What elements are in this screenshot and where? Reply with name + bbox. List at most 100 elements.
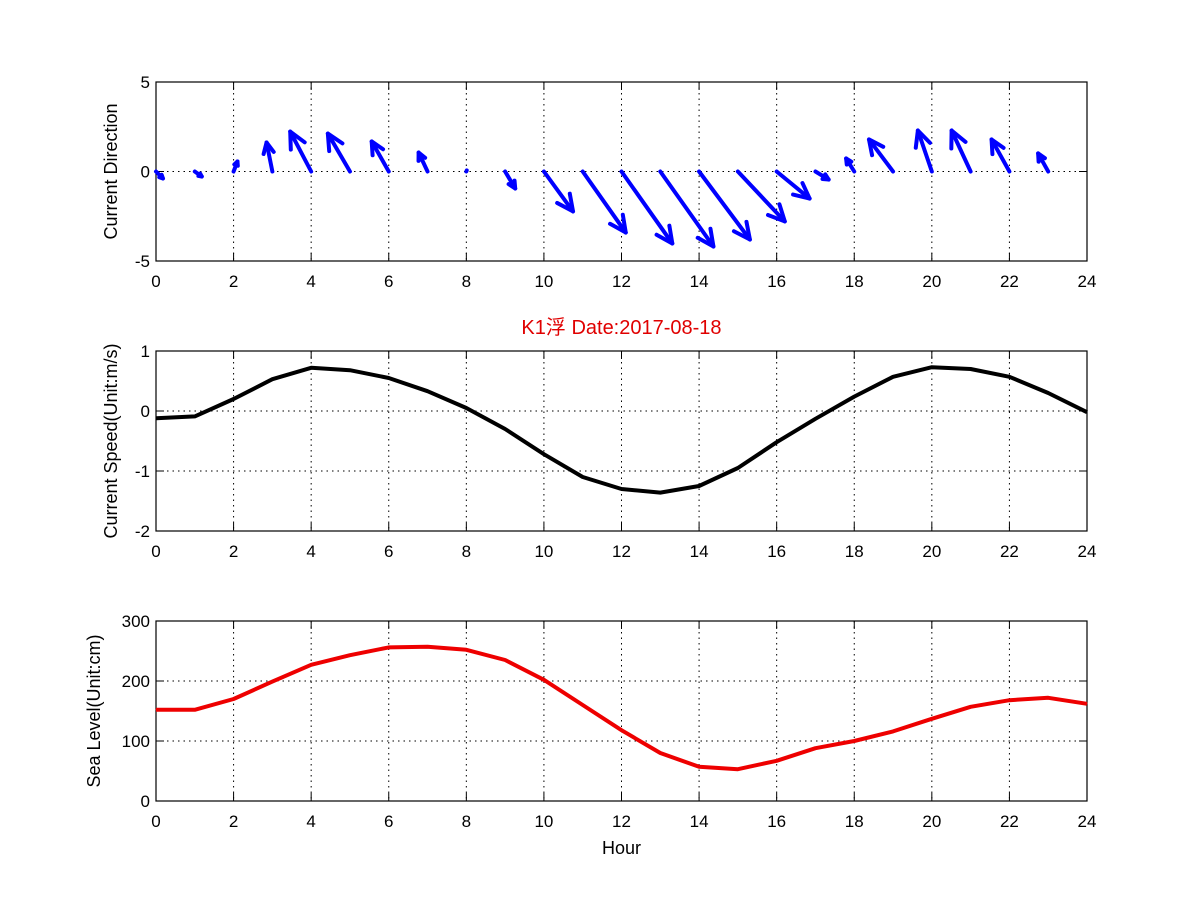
x-tick-label: 4	[306, 542, 315, 561]
x-tick-label: 8	[462, 812, 471, 831]
y-tick-label: -2	[135, 522, 150, 541]
x-tick-label: 6	[384, 542, 393, 561]
arrow-shaft	[288, 129, 314, 174]
data-point	[814, 747, 816, 749]
data-point	[776, 441, 778, 443]
y-tick-label: 0	[141, 792, 150, 811]
arrow-shaft	[541, 169, 576, 214]
data-point	[853, 740, 855, 742]
y-tick-label: -5	[135, 252, 150, 271]
x-tick-label: 16	[767, 542, 786, 561]
y-tick-label: 100	[122, 732, 150, 751]
data-point	[233, 698, 235, 700]
x-tick-label: 10	[534, 272, 553, 291]
arrow-head	[325, 131, 345, 154]
quiver-arrow	[231, 159, 240, 174]
quiver-arrow	[580, 169, 628, 235]
x-tick-label: 22	[1000, 812, 1019, 831]
arrow-head	[288, 129, 307, 152]
y-axis-label: Sea Level(Unit:cm)	[84, 634, 104, 787]
arrow-shaft	[697, 169, 752, 242]
arrow-head	[261, 140, 276, 156]
arrow-head	[416, 150, 428, 163]
data-point	[892, 730, 894, 732]
x-tick-label: 18	[845, 812, 864, 831]
arrow-shaft	[735, 169, 787, 224]
x-tick-label: 14	[690, 542, 709, 561]
data-point	[659, 752, 661, 754]
x-tick-label: 8	[462, 272, 471, 291]
y-tick-label: 200	[122, 672, 150, 691]
quiver-arrow	[288, 129, 314, 174]
quiver-arrow	[154, 169, 165, 181]
data-point	[1086, 411, 1088, 413]
axes-frame	[155, 350, 1088, 532]
data-point	[737, 768, 739, 770]
quiver-arrow	[697, 169, 752, 242]
x-tick-label: 18	[845, 272, 864, 291]
data-point	[1047, 697, 1049, 699]
quiver-arrow	[844, 156, 857, 174]
data-point	[465, 649, 467, 651]
data-point	[659, 492, 661, 494]
arrow-head	[820, 172, 831, 182]
x-tick-label: 22	[1000, 272, 1019, 291]
x-tick-label: 0	[151, 542, 160, 561]
data-point	[233, 398, 235, 400]
quiver-arrow	[325, 131, 352, 174]
data-point	[349, 369, 351, 371]
data-point	[1086, 703, 1088, 705]
data-point	[582, 704, 584, 706]
quiver-arrow	[658, 169, 716, 249]
x-tick-label: 8	[462, 542, 471, 561]
data-point	[931, 366, 933, 368]
x-tick-label: 20	[922, 812, 941, 831]
data-point	[931, 718, 933, 720]
y-tick-label: 0	[141, 402, 150, 421]
quiver-arrow	[913, 128, 934, 174]
quiver-arrow	[1036, 151, 1051, 174]
arrow-shaft	[989, 137, 1012, 174]
data-point	[155, 709, 157, 711]
data-point	[814, 418, 816, 420]
y-axis-label: Current Direction	[101, 103, 121, 239]
x-tick-label: 24	[1078, 542, 1097, 561]
quiver-arrow	[989, 137, 1012, 174]
arrow-shaft	[949, 128, 973, 174]
x-tick-label: 18	[845, 542, 864, 561]
y-axis-label: Current Speed(Unit:m/s)	[101, 343, 121, 538]
quiver-arrow	[416, 150, 430, 174]
arrow-head	[654, 223, 675, 246]
data-point	[737, 467, 739, 469]
quiver-arrow	[866, 137, 896, 174]
y-tick-label: 5	[141, 73, 150, 92]
arrow-head	[791, 181, 812, 201]
data-point	[465, 407, 467, 409]
arrow-head	[866, 137, 886, 158]
x-tick-label: 10	[534, 812, 553, 831]
data-point	[388, 646, 390, 648]
data-point	[194, 415, 196, 417]
arrow-head	[766, 202, 787, 224]
arrow-shaft	[619, 169, 675, 246]
arrow-head	[913, 128, 933, 150]
x-tick-label: 2	[229, 812, 238, 831]
quiver-arrow	[813, 169, 831, 182]
quiver-arrow	[192, 169, 204, 179]
arrow-head	[949, 128, 968, 151]
y-tick-label: 1	[141, 342, 150, 361]
x-tick-label: 2	[229, 272, 238, 291]
data-point	[970, 706, 972, 708]
data-point	[310, 367, 312, 369]
arrow-head	[555, 191, 576, 214]
arrow-shaft	[369, 139, 391, 174]
arrow-head	[506, 178, 518, 191]
x-tick-label: 10	[534, 542, 553, 561]
arrow-shaft	[915, 128, 934, 174]
quiver-arrow	[261, 140, 276, 174]
y-tick-label: -1	[135, 462, 150, 481]
data-point	[1008, 376, 1010, 378]
